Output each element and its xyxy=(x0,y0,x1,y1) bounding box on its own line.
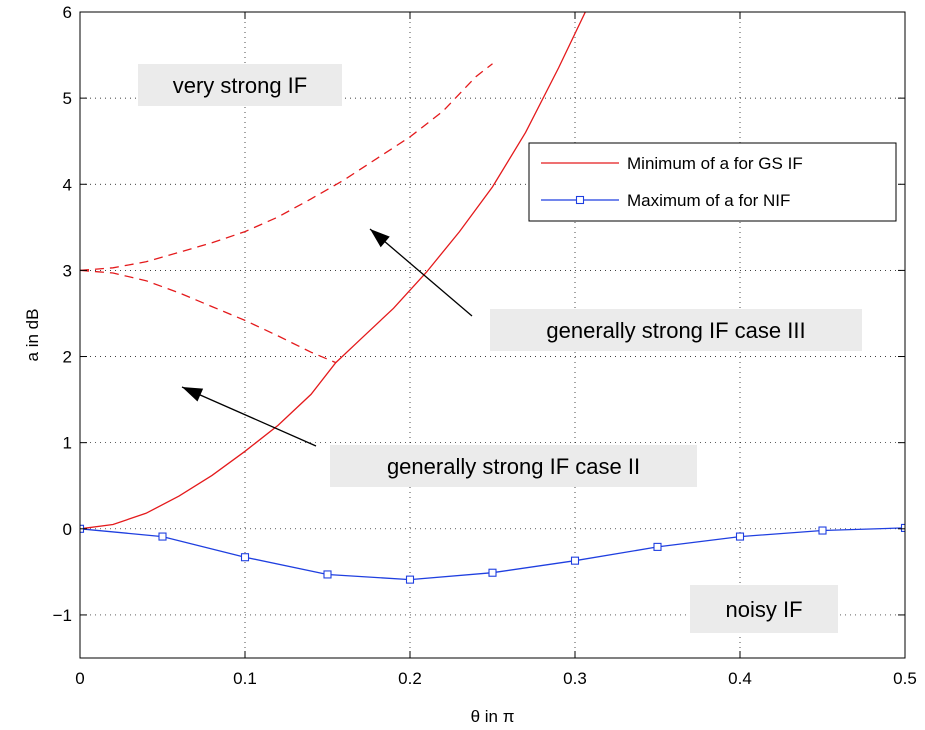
legend-label: Maximum of a for NIF xyxy=(627,191,790,210)
annotation-arrow xyxy=(181,386,317,447)
y-tick-label: 3 xyxy=(63,261,72,280)
annotation-label: generally strong IF case III xyxy=(546,318,805,343)
legend: Minimum of a for GS IF Maximum of a for N… xyxy=(528,142,897,222)
y-tick-label: −1 xyxy=(53,606,72,625)
annotation-box xyxy=(138,64,342,106)
data-point-marker xyxy=(900,523,905,532)
data-point-marker xyxy=(818,526,827,535)
annotation-arrow xyxy=(369,228,473,317)
data-point-marker xyxy=(240,553,250,562)
tick-labels: 0 0.1 0.2 0.3 0.4 0.5 −1 0 1 2 3 4 5 6 xyxy=(53,3,917,688)
arrows xyxy=(181,228,473,447)
annotation-boxes xyxy=(138,64,862,633)
y-tick-label: 2 xyxy=(63,348,72,367)
x-tick-label: 0.3 xyxy=(563,669,587,688)
arrow-head xyxy=(182,387,204,402)
annotation-texts: very strong IF generally strong IF case I… xyxy=(173,73,806,622)
data-point-marker xyxy=(158,532,167,541)
dashed-boundary-line xyxy=(80,63,493,272)
data-point-marker xyxy=(653,542,662,551)
x-tick-label: 0.1 xyxy=(233,669,257,688)
data-point-marker xyxy=(405,575,415,584)
data-point-marker xyxy=(570,556,580,565)
x-tick-label: 0.5 xyxy=(893,669,917,688)
annotation-label: very strong IF xyxy=(173,73,307,98)
data-point-marker xyxy=(323,570,332,579)
annotation-label: generally strong IF case II xyxy=(387,454,640,479)
ticks xyxy=(79,11,906,658)
plot-frame xyxy=(79,11,906,659)
x-axis-label: θ in π xyxy=(471,707,515,726)
legend-marker xyxy=(575,195,585,205)
x-tick-label: 0.4 xyxy=(728,669,752,688)
y-tick-label: 0 xyxy=(63,520,72,539)
data-point-marker xyxy=(735,532,745,541)
series-layer xyxy=(80,12,905,584)
x-tick-label: 0 xyxy=(75,669,84,688)
y-tick-label: 5 xyxy=(63,89,72,108)
annotation-box xyxy=(330,445,697,487)
annotation-box xyxy=(690,585,838,633)
y-tick-label: 6 xyxy=(63,3,72,22)
y-tick-label: 1 xyxy=(63,434,72,453)
dashed-boundary-line xyxy=(80,269,337,364)
annotation-box xyxy=(490,309,862,351)
x-tick-label: 0.2 xyxy=(398,669,422,688)
y-axis-label: a in dB xyxy=(23,309,42,362)
annotation-label: noisy IF xyxy=(725,597,802,622)
arrow-head xyxy=(370,229,390,248)
y-tick-label: 4 xyxy=(63,175,72,194)
data-point-marker xyxy=(488,568,497,577)
legend-box xyxy=(528,142,897,222)
legend-label: Minimum of a for GS IF xyxy=(627,154,803,173)
